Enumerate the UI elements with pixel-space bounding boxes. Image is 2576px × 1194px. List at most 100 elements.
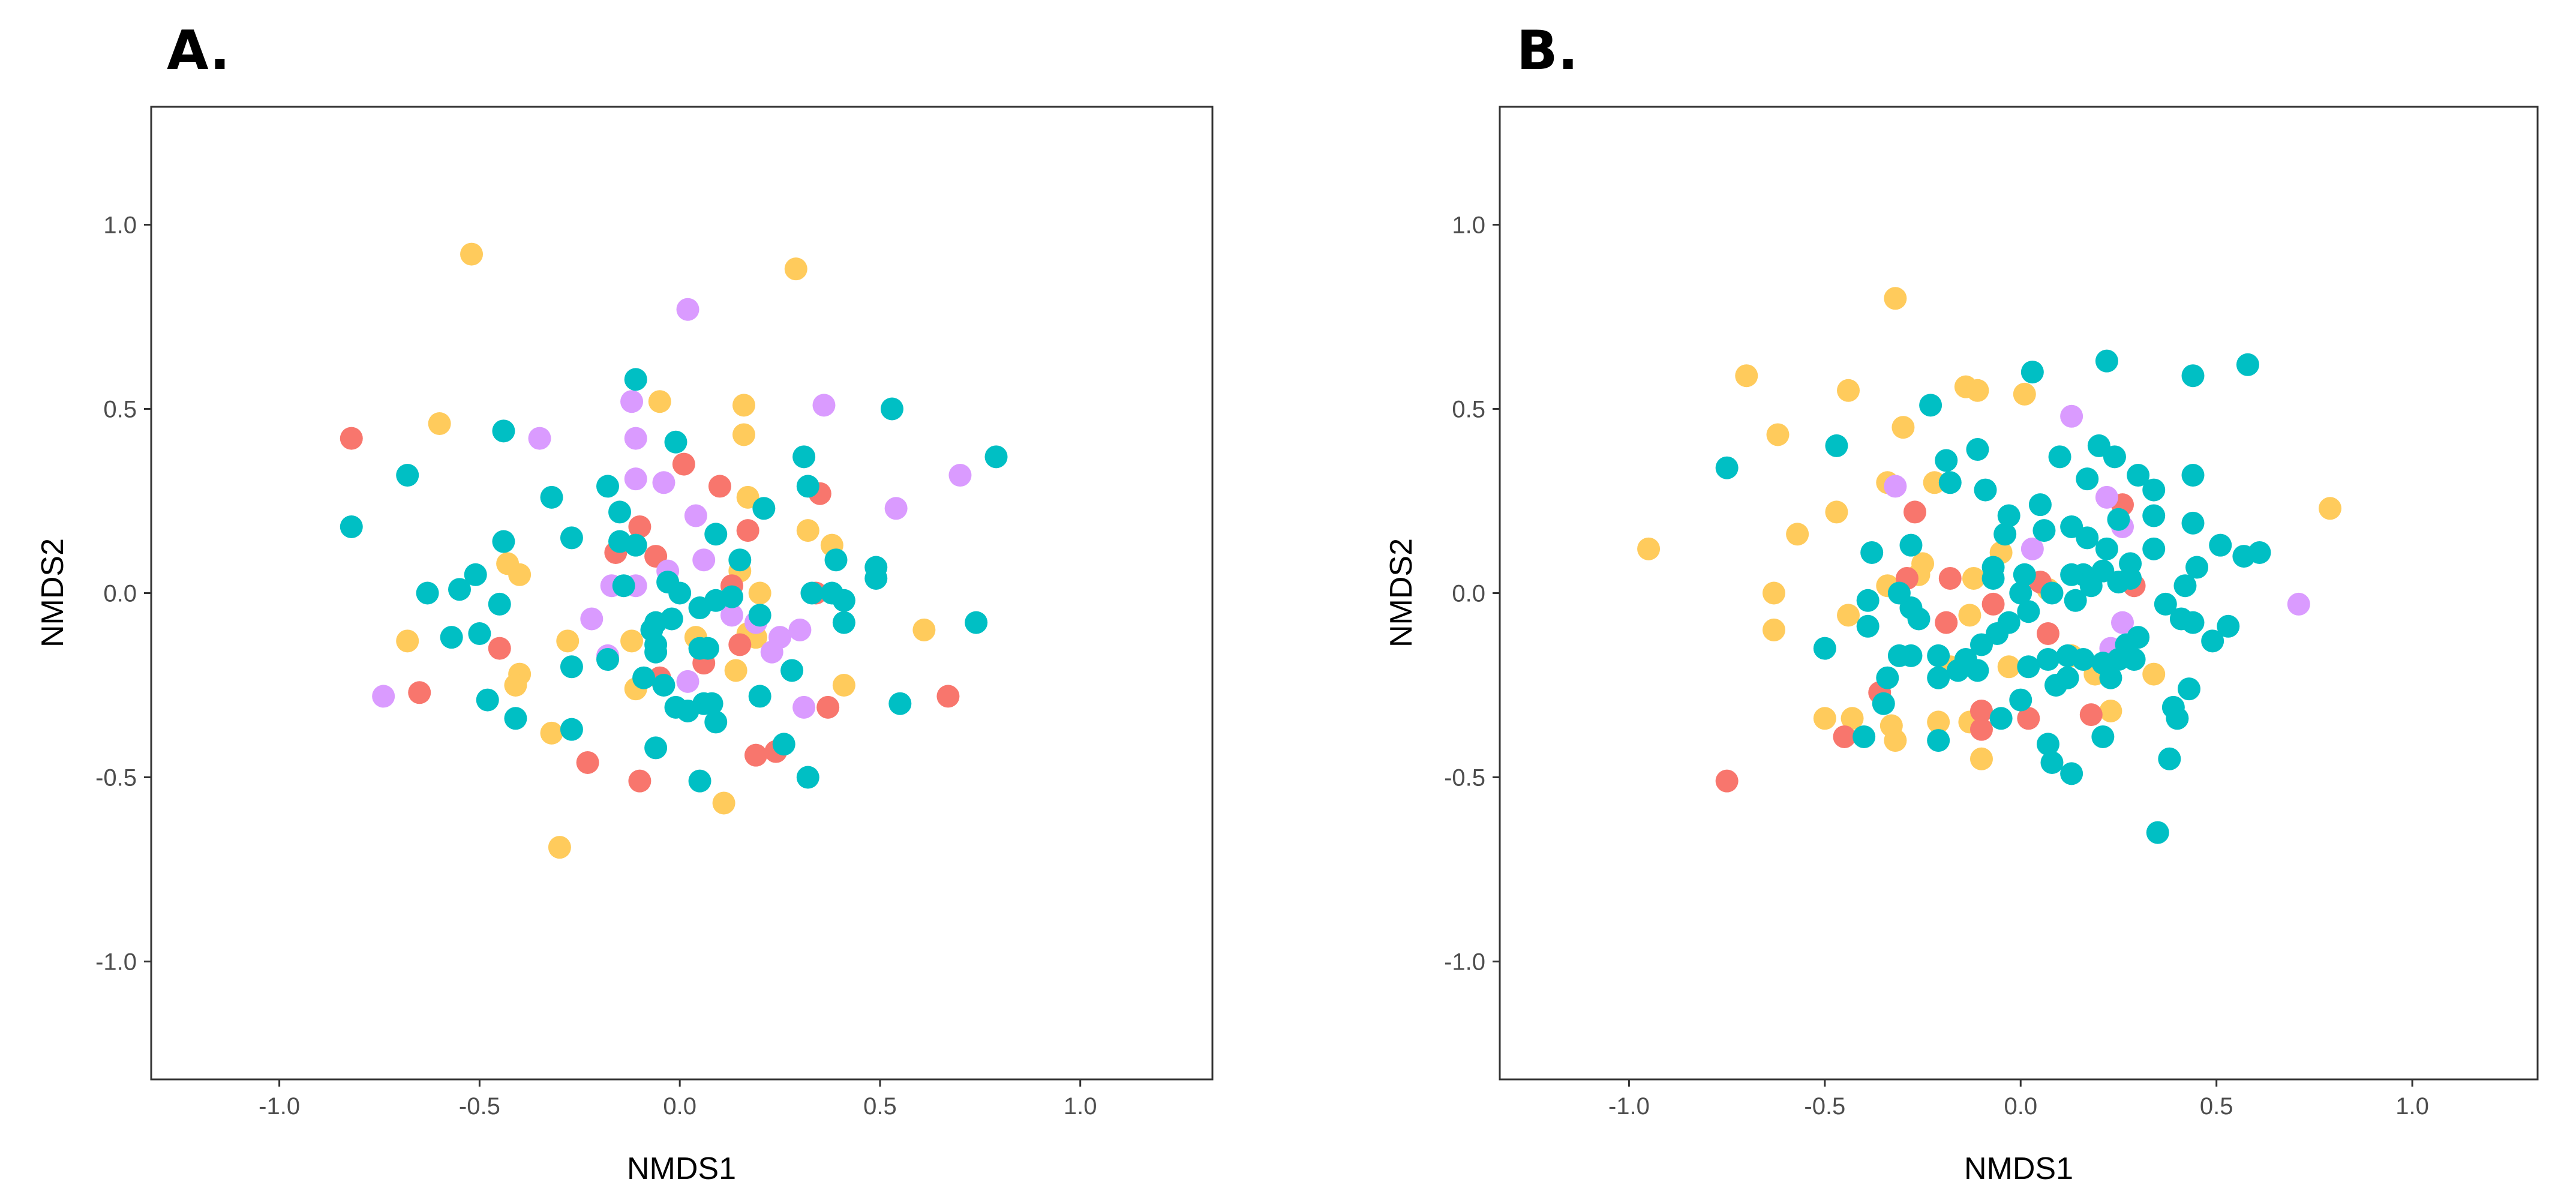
point-red bbox=[1935, 611, 1958, 634]
point-purple bbox=[812, 394, 836, 417]
panel-b: B. NMDS1 NMDS2 -1.0 -0.5 0.0 0.5 1.0 -1.0 -0.5… bbox=[1384, 19, 2539, 1186]
point-teal bbox=[772, 733, 795, 756]
point-teal bbox=[800, 581, 824, 605]
point-teal bbox=[2181, 511, 2205, 535]
point-teal bbox=[1981, 556, 2005, 579]
point-yellow bbox=[736, 485, 759, 509]
y-tick-label: 0.0 bbox=[1452, 581, 1485, 607]
point-purple bbox=[2060, 404, 2083, 428]
point-yellow bbox=[496, 552, 520, 575]
point-teal bbox=[2127, 464, 2150, 487]
point-teal bbox=[608, 530, 632, 553]
point-purple bbox=[2095, 485, 2118, 509]
point-yellow bbox=[732, 423, 755, 446]
point-yellow bbox=[1837, 379, 1860, 402]
point-teal bbox=[2013, 563, 2036, 586]
point-teal bbox=[596, 475, 620, 498]
point-yellow bbox=[1762, 581, 1785, 605]
point-teal bbox=[448, 578, 472, 601]
point-teal bbox=[1887, 581, 1911, 605]
point-teal bbox=[864, 566, 888, 590]
point-teal bbox=[1997, 504, 2020, 527]
point-teal bbox=[1856, 589, 1880, 612]
point-yellow bbox=[832, 674, 855, 697]
points-layer bbox=[1637, 287, 2341, 844]
point-teal bbox=[832, 611, 855, 634]
point-teal bbox=[2060, 563, 2083, 586]
point-teal bbox=[1887, 644, 1911, 667]
point-teal bbox=[2181, 611, 2205, 634]
point-teal bbox=[1927, 666, 1950, 689]
point-red bbox=[728, 633, 752, 656]
point-red bbox=[1938, 566, 1962, 590]
point-yellow bbox=[1927, 710, 1950, 734]
x-tick-label: 0.5 bbox=[2200, 1093, 2233, 1120]
point-red bbox=[936, 685, 960, 708]
point-teal bbox=[416, 581, 439, 605]
point-yellow bbox=[1637, 537, 1661, 560]
point-teal bbox=[824, 548, 848, 572]
point-teal bbox=[2142, 537, 2166, 560]
point-teal bbox=[2248, 541, 2271, 564]
point-teal bbox=[468, 622, 491, 646]
point-purple bbox=[676, 670, 699, 693]
point-teal bbox=[2201, 629, 2224, 653]
point-purple bbox=[676, 298, 699, 321]
point-teal bbox=[1899, 533, 1923, 557]
point-teal bbox=[596, 648, 620, 671]
point-purple bbox=[528, 427, 551, 450]
point-yellow bbox=[724, 659, 747, 682]
point-yellow bbox=[1786, 523, 1809, 546]
point-teal bbox=[2009, 581, 2032, 605]
point-yellow bbox=[556, 629, 580, 653]
point-yellow bbox=[540, 721, 563, 745]
x-tick-label: -1.0 bbox=[1608, 1093, 1650, 1120]
point-yellow bbox=[796, 519, 819, 542]
point-red bbox=[2017, 707, 2040, 730]
point-teal bbox=[2158, 747, 2181, 770]
point-teal bbox=[728, 548, 752, 572]
point-yellow bbox=[712, 791, 735, 815]
point-teal bbox=[2056, 666, 2079, 689]
point-teal bbox=[2217, 614, 2240, 638]
point-red bbox=[1833, 725, 1856, 748]
point-teal bbox=[2040, 581, 2064, 605]
point-red bbox=[816, 695, 840, 719]
point-teal bbox=[2028, 493, 2052, 517]
point-teal bbox=[796, 766, 819, 789]
point-teal bbox=[796, 475, 819, 498]
point-yellow bbox=[428, 412, 451, 436]
point-teal bbox=[2056, 644, 2079, 667]
point-red bbox=[736, 519, 759, 542]
point-teal bbox=[2095, 349, 2118, 373]
point-purple bbox=[624, 427, 647, 450]
point-red bbox=[2036, 622, 2059, 646]
point-teal bbox=[540, 485, 563, 509]
point-teal bbox=[2166, 707, 2189, 730]
point-teal bbox=[1825, 434, 1848, 457]
point-purple bbox=[2111, 611, 2134, 634]
point-teal bbox=[1872, 692, 1895, 715]
point-teal bbox=[1715, 456, 1739, 479]
x-tick-label: 0.5 bbox=[863, 1093, 897, 1120]
point-teal bbox=[2209, 533, 2232, 557]
point-red bbox=[2079, 703, 2103, 727]
point-yellow bbox=[2142, 662, 2166, 686]
point-teal bbox=[1919, 394, 1942, 417]
point-teal bbox=[1993, 523, 2017, 546]
point-yellow bbox=[1841, 707, 1864, 730]
point-teal bbox=[488, 592, 511, 616]
point-red bbox=[1969, 718, 1993, 741]
point-yellow bbox=[396, 629, 419, 653]
point-teal bbox=[1856, 614, 1880, 638]
point-teal bbox=[2064, 589, 2087, 612]
panel-label: A. bbox=[167, 19, 230, 82]
point-yellow bbox=[1735, 364, 1758, 388]
point-teal bbox=[2181, 364, 2205, 388]
point-teal bbox=[612, 574, 635, 598]
point-teal bbox=[504, 707, 527, 730]
point-purple bbox=[624, 467, 647, 491]
point-teal bbox=[1876, 666, 1899, 689]
point-yellow bbox=[1923, 471, 1946, 494]
point-teal bbox=[700, 692, 723, 715]
